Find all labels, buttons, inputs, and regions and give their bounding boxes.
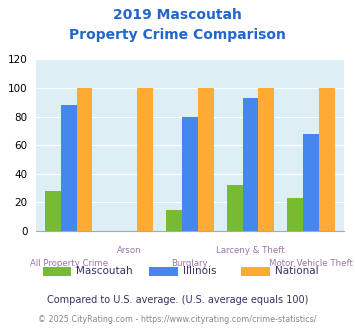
Text: Burglary: Burglary: [171, 259, 208, 268]
Bar: [227, 185, 242, 231]
Text: © 2025 CityRating.com - https://www.cityrating.com/crime-statistics/: © 2025 CityRating.com - https://www.city…: [38, 315, 317, 324]
Bar: [319, 88, 335, 231]
Bar: [166, 210, 182, 231]
Text: Compared to U.S. average. (U.S. average equals 100): Compared to U.S. average. (U.S. average …: [47, 295, 308, 305]
Bar: [258, 88, 274, 231]
Text: National: National: [275, 266, 319, 277]
Text: Motor Vehicle Theft: Motor Vehicle Theft: [269, 259, 353, 268]
Text: All Property Crime: All Property Crime: [30, 259, 108, 268]
Bar: [242, 98, 258, 231]
Bar: [77, 88, 92, 231]
Text: Mascoutah: Mascoutah: [76, 266, 133, 277]
Bar: [198, 88, 214, 231]
Bar: [182, 116, 198, 231]
Bar: [303, 134, 319, 231]
Bar: [61, 105, 77, 231]
Text: Illinois: Illinois: [183, 266, 216, 277]
Bar: [45, 191, 61, 231]
Text: 2019 Mascoutah: 2019 Mascoutah: [113, 8, 242, 22]
Text: Arson: Arson: [117, 246, 142, 255]
Text: Larceny & Theft: Larceny & Theft: [216, 246, 285, 255]
Text: Property Crime Comparison: Property Crime Comparison: [69, 28, 286, 42]
Bar: [137, 88, 153, 231]
Bar: [288, 198, 303, 231]
